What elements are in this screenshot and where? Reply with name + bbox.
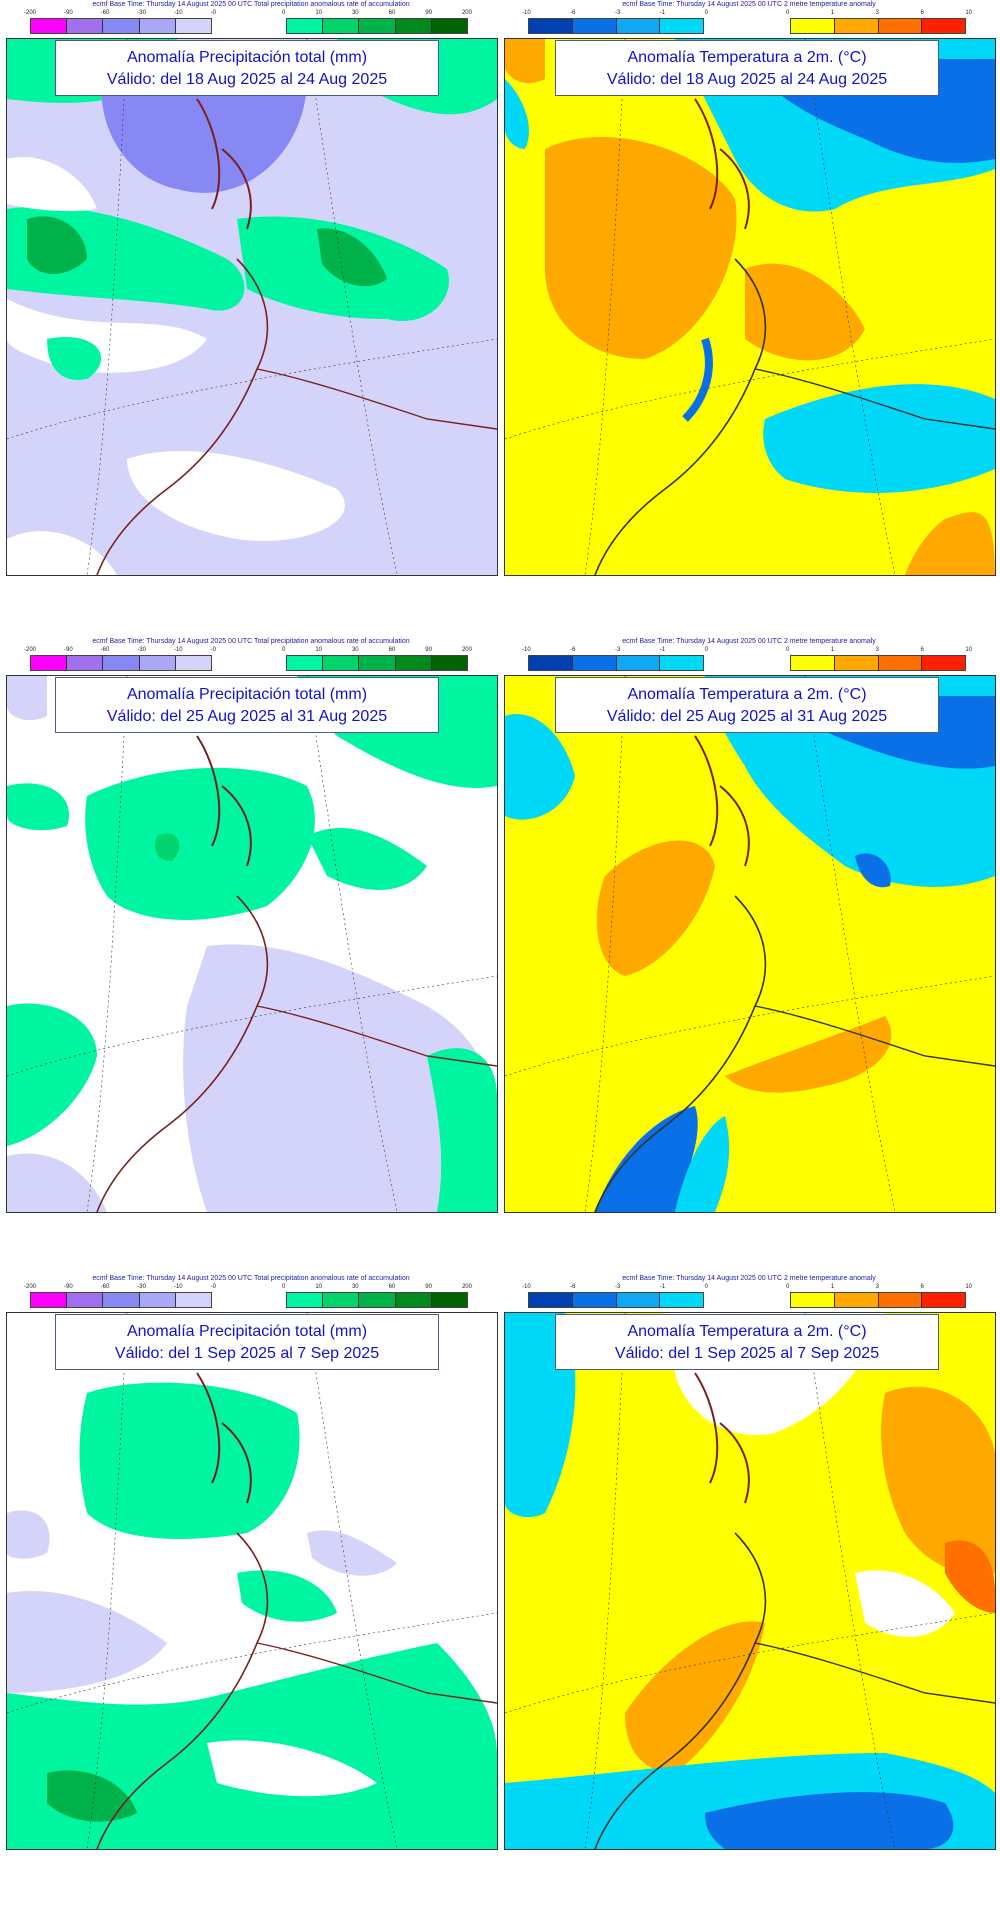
precip-map: Anomalía Precipitación total (mm) Válido…	[6, 675, 498, 1213]
precip-map: Anomalía Precipitación total (mm) Válido…	[6, 38, 498, 576]
legend-colorbar-warm	[790, 18, 966, 34]
legend-colorbar-dry	[30, 655, 212, 671]
map-title-box: Anomalía Temperatura a 2m. (°C) Válido: …	[555, 1314, 939, 1370]
temp-panel-week2: ecmf Base Time: Thursday 14 August 2025 …	[504, 637, 996, 1237]
temperature-map: Anomalía Temperatura a 2m. (°C) Válido: …	[504, 1312, 996, 1850]
valid-period: Válido: del 18 Aug 2025 al 24 Aug 2025	[606, 71, 888, 88]
legend-colorbar-wet	[286, 655, 468, 671]
legend-header: ecmf Base Time: Thursday 14 August 2025 …	[622, 638, 876, 645]
map-title-box: Anomalía Temperatura a 2m. (°C) Válido: …	[555, 677, 939, 733]
precip-panel-week3: ecmf Base Time: Thursday 14 August 2025 …	[6, 1274, 498, 1874]
valid-period: Válido: del 1 Sep 2025 al 7 Sep 2025	[114, 1345, 380, 1362]
valid-period: Válido: del 18 Aug 2025 al 24 Aug 2025	[106, 71, 388, 88]
legend-colorbar-dry	[30, 1292, 212, 1308]
temp-panel-week3: ecmf Base Time: Thursday 14 August 2025 …	[504, 1274, 996, 1874]
map-title: Anomalía Temperatura a 2m. (°C)	[627, 686, 867, 703]
legend-ticks-warm: 0 1 3 6 10	[786, 10, 972, 16]
legend-ticks-negative: -200 -90 -60 -30 -10 -0	[24, 647, 216, 653]
legend-ticks-positive: 0 10 30 60 90 200	[282, 10, 472, 16]
legend-header: ecmf Base Time: Thursday 14 August 2025 …	[622, 1275, 876, 1282]
temperature-map: Anomalía Temperatura a 2m. (°C) Válido: …	[504, 675, 996, 1213]
legend-header: ecmf Base Time: Thursday 14 August 2025 …	[622, 1, 876, 8]
precip-map: Anomalía Precipitación total (mm) Válido…	[6, 1312, 498, 1850]
legend-ticks-cold: -10 -6 -3 -1 0	[522, 1284, 708, 1290]
map-title: Anomalía Temperatura a 2m. (°C)	[627, 49, 867, 66]
legend-ticks-positive: 0 10 30 60 90 200	[282, 647, 472, 653]
legend-colorbar-warm	[790, 655, 966, 671]
legend-colorbar-cold	[528, 18, 704, 34]
map-title-box: Anomalía Precipitación total (mm) Válido…	[55, 1314, 439, 1370]
legend-ticks-warm: 0 1 3 6 10	[786, 647, 972, 653]
legend-header: ecmf Base Time: Thursday 14 August 2025 …	[92, 1275, 410, 1282]
map-title-box: Anomalía Precipitación total (mm) Válido…	[55, 677, 439, 733]
legend-ticks-cold: -10 -6 -3 -1 0	[522, 10, 708, 16]
valid-period: Válido: del 25 Aug 2025 al 31 Aug 2025	[606, 708, 888, 725]
legend-ticks-positive: 0 10 30 60 90 200	[282, 1284, 472, 1290]
map-title: Anomalía Precipitación total (mm)	[126, 1323, 368, 1340]
legend-ticks-negative: -200 -90 -60 -30 -10 -0	[24, 10, 216, 16]
valid-period: Válido: del 1 Sep 2025 al 7 Sep 2025	[614, 1345, 880, 1362]
legend-header: ecmf Base Time: Thursday 14 August 2025 …	[92, 638, 410, 645]
map-title: Anomalía Precipitación total (mm)	[126, 49, 368, 66]
legend-ticks-cold: -10 -6 -3 -1 0	[522, 647, 708, 653]
temp-panel-week1: ecmf Base Time: Thursday 14 August 2025 …	[504, 0, 996, 600]
legend-colorbar-dry	[30, 18, 212, 34]
legend-colorbar-wet	[286, 1292, 468, 1308]
precip-panel-week2: ecmf Base Time: Thursday 14 August 2025 …	[6, 637, 498, 1237]
legend-colorbar-warm	[790, 1292, 966, 1308]
legend-colorbar-cold	[528, 655, 704, 671]
map-title-box: Anomalía Precipitación total (mm) Válido…	[55, 40, 439, 96]
map-title: Anomalía Precipitación total (mm)	[126, 686, 368, 703]
legend-header: ecmf Base Time: Thursday 14 August 2025 …	[92, 1, 410, 8]
map-title-box: Anomalía Temperatura a 2m. (°C) Válido: …	[555, 40, 939, 96]
map-title: Anomalía Temperatura a 2m. (°C)	[627, 1323, 867, 1340]
legend-ticks-negative: -200 -90 -60 -30 -10 -0	[24, 1284, 216, 1290]
legend-colorbar-cold	[528, 1292, 704, 1308]
temperature-map: Anomalía Temperatura a 2m. (°C) Válido: …	[504, 38, 996, 576]
precip-panel-week1: ecmf Base Time: Thursday 14 August 2025 …	[6, 0, 498, 600]
legend-colorbar-wet	[286, 18, 468, 34]
valid-period: Válido: del 25 Aug 2025 al 31 Aug 2025	[106, 708, 388, 725]
legend-ticks-warm: 0 1 3 6 10	[786, 1284, 972, 1290]
